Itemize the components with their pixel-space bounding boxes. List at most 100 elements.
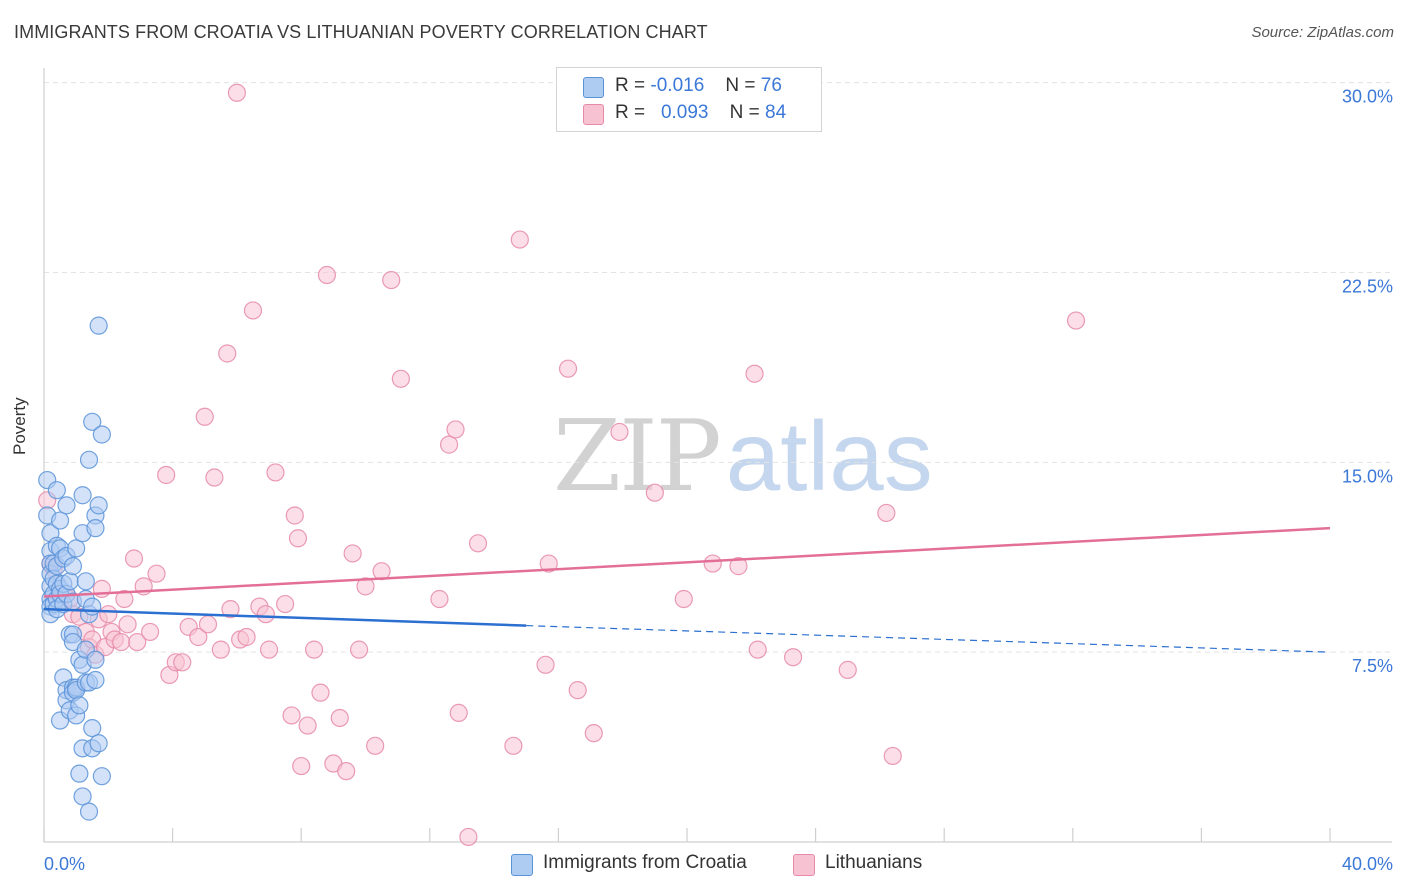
lithuanians-point [510,230,529,249]
lithuanians-point [430,589,449,609]
lithuanians-point [449,703,468,723]
lithuanians-point [748,640,767,659]
croatia-point [70,764,89,783]
croatia-trendline [43,607,527,627]
n-label: N = [729,102,760,123]
lithuanians-point [317,265,337,285]
lithuanians-point [157,465,176,485]
lithuanians-point [276,594,295,614]
lithuanians-point [292,756,311,776]
lithuanians-point [173,653,192,672]
lithuanians-point [304,640,324,659]
lithuanians-point [195,407,214,426]
legend-swatch-pink [583,104,604,125]
lithuanians-point [198,615,218,634]
croatia-point [86,650,105,669]
n-value-lithuanians: 84 [765,102,787,123]
bottom-legend-swatch-pink [793,854,815,876]
croatia-point [92,767,111,786]
watermark-zip: ZIP [553,400,722,514]
lithuanians-point [504,736,523,755]
bottom-legend-label-croatia: Immigrants from Croatia [543,852,747,873]
lithuanians-point [1066,311,1086,330]
legend-text-lithuanians: R = 0.093 N = 84 [615,102,786,124]
lithuanians-point [610,422,629,442]
lithuanians-point [99,605,118,624]
chart-title: IMMIGRANTS FROM CROATIA VS LITHUANIAN PO… [14,22,708,42]
watermark: ZIPatlas [553,400,933,514]
croatia-point [86,519,105,538]
x-tick-label: 0.0% [44,854,85,874]
croatia-point [47,481,66,500]
croatia-point [73,486,92,505]
lithuanians-point [391,369,410,388]
lithuanians-point [343,544,362,563]
x-tick-label: 40.0% [1342,854,1393,874]
croatia-point [89,734,108,753]
bottom-legend-swatch-blue [511,854,533,876]
lithuanians-point [237,627,256,647]
bottom-legend-label-lithuanians: Lithuanians [825,852,923,873]
lithuanians-point [439,435,459,454]
lithuanians-point [218,344,237,363]
croatia-point [89,316,108,335]
lithuanians-point [584,724,603,743]
lithuanians-point [838,660,857,679]
croatia-point [89,496,108,515]
watermark-atlas: atlas [725,401,933,511]
lithuanians-point [124,549,144,568]
lithuanians-point [259,640,279,659]
lithuanians-trendline [43,526,1331,598]
y-tick-label: 7.5% [1352,656,1393,676]
lithuanians-point [298,716,317,735]
lithuanians-point [330,708,349,728]
lithuanians-point [446,420,465,439]
lithuanians-point [128,632,147,652]
croatia-point [83,718,102,738]
lithuanians-point [118,615,137,634]
lithuanians-point [205,468,224,487]
lithuanians-point [140,622,160,642]
croatia-point [70,696,89,715]
croatia-point [67,539,86,558]
source-credit: Source: ZipAtlas.com [1251,24,1394,41]
lithuanians-point [266,463,285,482]
n-value-croatia: 76 [760,75,782,96]
lithuanians-point [536,655,555,674]
croatia-trendline-extension [526,624,1331,653]
lithuanians-point [337,762,356,781]
r-value-croatia: -0.016 [650,75,705,96]
lithuanians-point [227,83,246,102]
croatia-point [50,511,70,530]
lithuanians-point [285,506,304,525]
lithuanians-point [243,301,263,320]
lithuanians-point [382,270,401,290]
lithuanians-point [189,627,208,647]
lithuanians-point [349,640,369,659]
y-axis-label: Poverty [10,397,29,455]
croatia-point [79,802,99,821]
lithuanians-point [115,589,134,609]
y-tick-label: 30.0% [1342,87,1393,107]
lithuanians-point [288,529,308,548]
r-label: R = [615,102,646,123]
r-value-lithuanians: 0.093 [660,102,709,123]
lithuanians-point [256,605,275,624]
lithuanians-point [745,364,764,383]
lithuanians-point [539,554,558,573]
lithuanians-point [356,577,375,596]
croatia-point [92,425,111,444]
correlation-legend: R = -0.016 N = 76 R = 0.093 N = 84 [556,67,822,132]
lithuanians-point [147,564,166,583]
lithuanians-point [674,589,693,609]
r-label: R = [615,75,646,96]
y-tick-label: 15.0% [1342,466,1393,486]
lithuanians-point [729,557,748,576]
lithuanians-point [883,746,902,766]
legend-swatch-blue [583,77,604,98]
lithuanians-point [221,600,240,619]
lithuanians-point [468,534,488,553]
croatia-point [73,787,92,806]
lithuanians-point [645,483,664,502]
